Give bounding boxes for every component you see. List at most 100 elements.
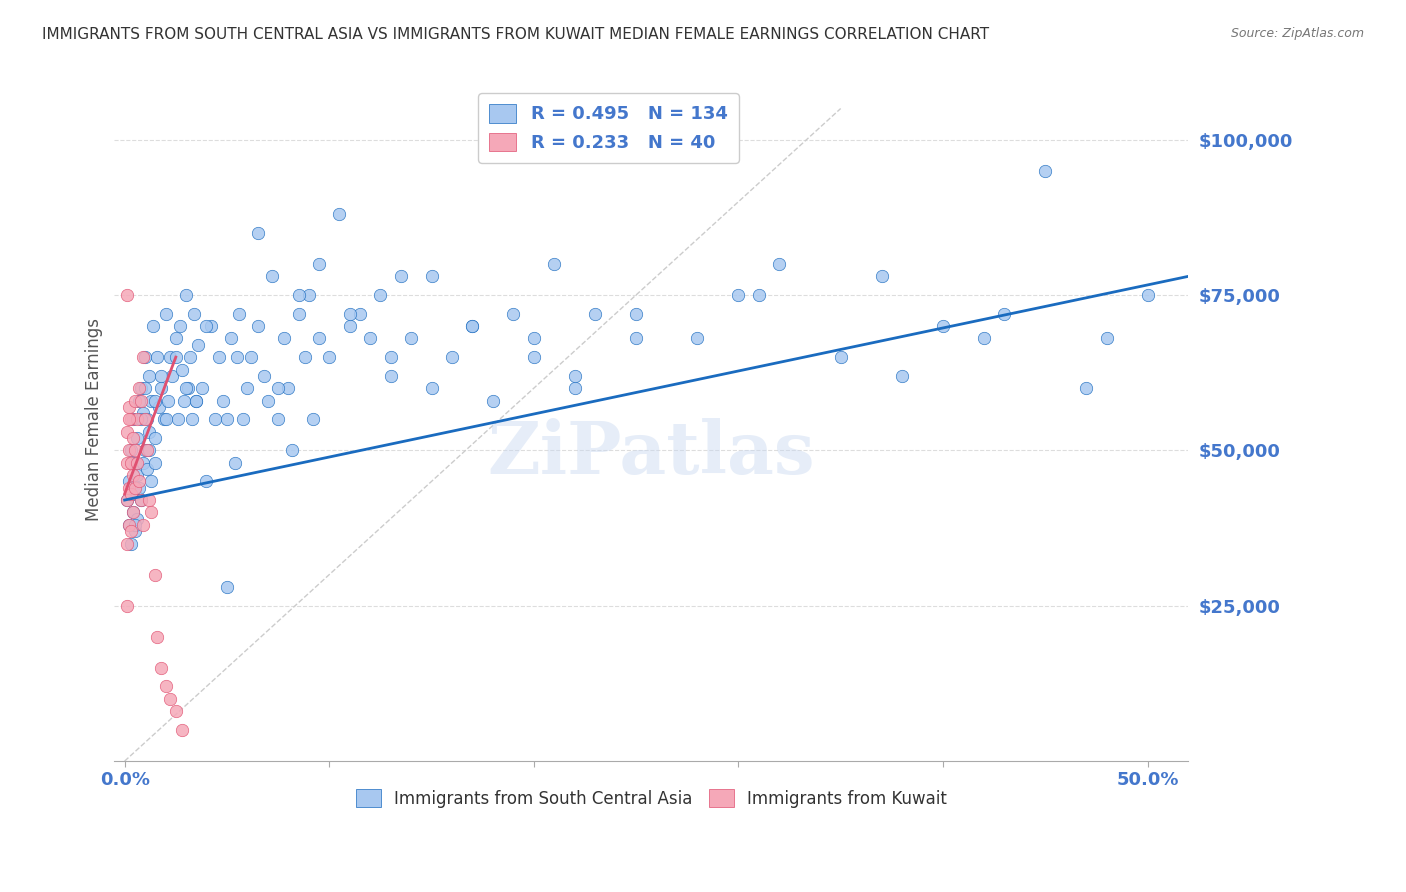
Point <box>170 723 193 737</box>
Point <box>232 412 254 426</box>
Point <box>583 307 606 321</box>
Point <box>267 381 290 395</box>
Text: Source: ZipAtlas.com: Source: ZipAtlas.com <box>1230 27 1364 40</box>
Point <box>138 368 160 383</box>
Point <box>624 307 647 321</box>
Point <box>141 475 163 489</box>
Point <box>115 288 138 302</box>
Point <box>870 269 893 284</box>
Point <box>134 350 156 364</box>
Point <box>891 368 914 383</box>
Point <box>115 425 138 439</box>
Point <box>120 412 142 426</box>
Point <box>349 307 371 321</box>
Point <box>155 412 177 426</box>
Point <box>173 393 195 408</box>
Point <box>115 536 138 550</box>
Point <box>240 350 263 364</box>
Legend: Immigrants from South Central Asia, Immigrants from Kuwait: Immigrants from South Central Asia, Immi… <box>349 783 953 814</box>
Point <box>768 257 790 271</box>
Point <box>166 412 188 426</box>
Point <box>118 412 141 426</box>
Point <box>136 443 159 458</box>
Point <box>253 368 276 383</box>
Point <box>143 393 166 408</box>
Point <box>115 456 138 470</box>
Point <box>187 337 209 351</box>
Point <box>211 393 233 408</box>
Point <box>121 412 143 426</box>
Point <box>159 350 181 364</box>
Point <box>246 319 269 334</box>
Point <box>150 381 173 395</box>
Point <box>339 307 361 321</box>
Point <box>219 331 242 345</box>
Point <box>215 580 238 594</box>
Point <box>370 288 392 302</box>
Point <box>150 368 173 383</box>
Point <box>118 517 141 532</box>
Point <box>204 412 226 426</box>
Point <box>141 393 163 408</box>
Point <box>155 307 177 321</box>
Point <box>246 226 269 240</box>
Point <box>115 493 138 508</box>
Point <box>420 269 443 284</box>
Point <box>146 350 169 364</box>
Point <box>165 350 187 364</box>
Point <box>118 400 141 414</box>
Point <box>830 350 852 364</box>
Point <box>121 468 143 483</box>
Point <box>686 331 709 345</box>
Point <box>120 536 142 550</box>
Point <box>298 288 321 302</box>
Point <box>143 567 166 582</box>
Point <box>1076 381 1098 395</box>
Point <box>186 393 208 408</box>
Point <box>160 368 183 383</box>
Point <box>132 456 155 470</box>
Point <box>148 400 170 414</box>
Point <box>339 319 361 334</box>
Point <box>156 393 179 408</box>
Point <box>359 331 381 345</box>
Point <box>380 368 402 383</box>
Point <box>124 481 146 495</box>
Point <box>302 412 325 426</box>
Point <box>281 443 304 458</box>
Point <box>727 288 749 302</box>
Point <box>257 393 280 408</box>
Point <box>125 412 148 426</box>
Point <box>624 331 647 345</box>
Point <box>128 481 150 495</box>
Point <box>318 350 340 364</box>
Point <box>124 487 146 501</box>
Text: ZiPatlas: ZiPatlas <box>488 418 815 489</box>
Point <box>132 350 155 364</box>
Point <box>461 319 484 334</box>
Point <box>440 350 463 364</box>
Point <box>420 381 443 395</box>
Point <box>138 443 160 458</box>
Point <box>195 319 218 334</box>
Point <box>129 493 152 508</box>
Point <box>124 393 146 408</box>
Point <box>120 524 142 538</box>
Point <box>1095 331 1118 345</box>
Point <box>124 517 146 532</box>
Point <box>128 475 150 489</box>
Point <box>200 319 222 334</box>
Point <box>118 443 141 458</box>
Point <box>121 431 143 445</box>
Point <box>523 331 546 345</box>
Point <box>159 692 181 706</box>
Point <box>146 630 169 644</box>
Point <box>543 257 565 271</box>
Point <box>294 350 316 364</box>
Point <box>502 307 524 321</box>
Point <box>748 288 770 302</box>
Point <box>183 307 205 321</box>
Point <box>287 307 309 321</box>
Point <box>165 704 187 718</box>
Point <box>124 456 146 470</box>
